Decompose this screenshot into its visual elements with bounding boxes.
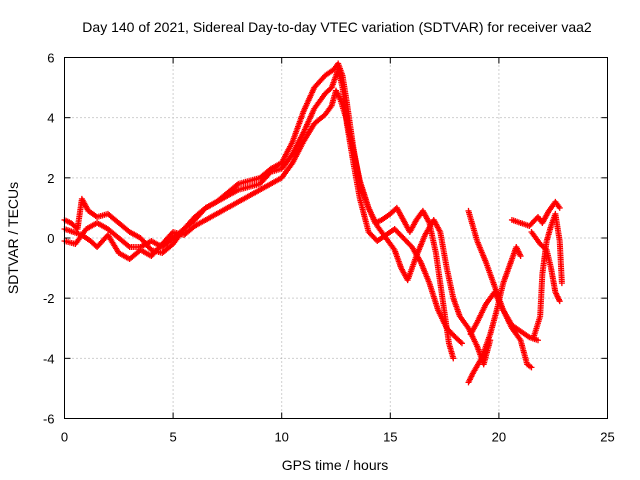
data-point xyxy=(558,280,565,287)
data-points xyxy=(61,60,565,386)
y-tick-label: -6 xyxy=(43,412,55,427)
series-track-i xyxy=(528,228,563,305)
series-track-f xyxy=(467,289,535,371)
plot-frame xyxy=(64,57,608,419)
series-track-a xyxy=(61,60,457,362)
y-tick-label: -2 xyxy=(43,291,55,306)
data-point xyxy=(458,340,465,347)
y-tick-label: 0 xyxy=(47,231,54,246)
series-track-e xyxy=(465,244,524,386)
x-tick-label: 15 xyxy=(383,430,397,445)
series-track-b xyxy=(61,66,465,347)
y-tick-label: 2 xyxy=(47,171,54,186)
data-point xyxy=(517,253,524,260)
data-point xyxy=(528,364,535,371)
x-tick-label: 0 xyxy=(61,430,68,445)
y-axis-label: SDTVAR / TECUs xyxy=(5,182,21,294)
data-point xyxy=(147,245,154,252)
data-point xyxy=(542,245,549,252)
x-tick-label: 5 xyxy=(169,430,176,445)
y-tick-label: -4 xyxy=(43,351,55,366)
series-track-g xyxy=(508,198,563,229)
series-track-c xyxy=(61,87,494,368)
grid xyxy=(64,57,608,419)
data-point xyxy=(450,355,457,362)
data-point xyxy=(534,337,541,344)
data-point xyxy=(556,298,563,305)
chart-title: Day 140 of 2021, Sidereal Day-to-day VTE… xyxy=(82,19,592,35)
y-tick-label: 6 xyxy=(47,51,54,66)
data-point xyxy=(457,339,464,346)
y-tick-label: 4 xyxy=(47,111,54,126)
data-point xyxy=(556,204,563,211)
x-tick-label: 25 xyxy=(600,430,614,445)
x-tick-label: 20 xyxy=(492,430,506,445)
data-point xyxy=(266,170,273,177)
x-tick-label: 10 xyxy=(274,430,288,445)
series-track-h xyxy=(530,210,565,341)
x-axis-label: GPS time / hours xyxy=(282,457,389,473)
